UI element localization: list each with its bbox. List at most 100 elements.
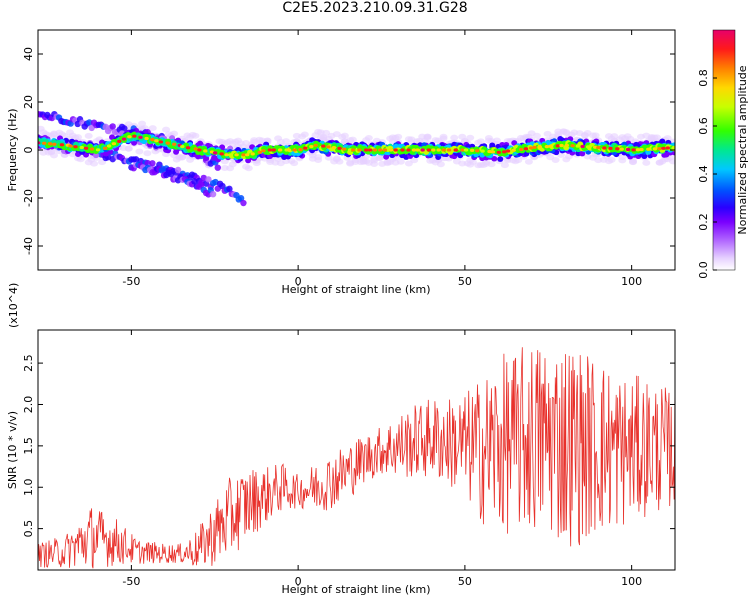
heatmap-cell <box>38 141 41 145</box>
heatmap-cell <box>514 157 523 164</box>
heatmap-cell <box>228 153 233 157</box>
heatmap-cell <box>511 140 518 146</box>
heatmap-cell <box>277 148 283 152</box>
snr-frame <box>37 329 676 571</box>
heatmap-cell <box>341 147 347 151</box>
heatmap-cell <box>135 148 144 155</box>
heatmap-cell <box>162 126 171 133</box>
snr-ticks: -50 0 50 100 0.5 1.0 1.5 2.0 2.5 <box>22 330 675 588</box>
heatmap-cell <box>89 147 95 151</box>
heatmap-cell <box>88 124 95 132</box>
y-tick-label: 20 <box>22 95 35 109</box>
heatmap-cell <box>109 123 116 130</box>
heatmap-cell <box>657 146 662 151</box>
heatmap-cell <box>127 135 132 139</box>
heatmap-cell <box>195 153 202 160</box>
heatmap-cell <box>551 157 560 164</box>
heatmap-cell <box>90 160 99 167</box>
heatmap-cell <box>469 148 475 152</box>
heatmap-cell <box>197 148 202 152</box>
heatmap-cell <box>468 158 477 165</box>
heatmap-cell <box>95 148 101 152</box>
heatmap-cell <box>394 133 403 140</box>
heatmap-cell <box>518 147 524 152</box>
heatmap-cell <box>491 155 498 162</box>
heatmap-cell <box>172 142 177 146</box>
heatmap-cell <box>240 199 247 207</box>
heatmap-cell <box>150 138 155 142</box>
heatmap-cell <box>466 134 475 141</box>
x-tick-label: -50 <box>122 575 140 588</box>
heatmap-cell <box>496 150 502 154</box>
colorbar: 0.0 0.2 0.4 0.6 0.8 Normalized spectral ampl… <box>697 29 749 279</box>
heatmap-cell <box>303 146 308 150</box>
heatmap-layer <box>38 110 675 207</box>
colorbar-tick-label: 0.0 <box>697 261 710 279</box>
heatmap-cell <box>431 148 436 152</box>
heatmap-cell <box>84 132 93 139</box>
heatmap-cell <box>661 146 666 150</box>
heatmap-cell <box>257 150 263 154</box>
heatmap-cell <box>559 143 564 148</box>
heatmap-cell <box>326 145 331 149</box>
heatmap-cell <box>646 147 651 151</box>
y-tick-label: 2.0 <box>22 396 35 414</box>
snr-series-line <box>38 347 675 569</box>
chart-title: C2E5.2023.210.09.31.G28 <box>282 0 468 16</box>
heatmap-cell <box>73 145 78 149</box>
heatmap-cell <box>382 148 388 152</box>
heatmap-cell <box>180 144 185 149</box>
heatmap-cell <box>364 135 373 142</box>
heatmap-cell <box>487 161 496 168</box>
heatmap-cell <box>625 147 631 152</box>
heatmap-cell <box>602 146 607 150</box>
heatmap-cell <box>396 158 405 165</box>
heatmap-cell <box>154 139 159 143</box>
heatmap-cell <box>665 146 670 150</box>
heatmap-cell <box>415 148 420 152</box>
heatmap-cell <box>111 142 117 146</box>
heatmap-cell <box>639 147 644 152</box>
heatmap-cell <box>564 143 570 147</box>
heatmap-cell <box>321 144 326 148</box>
heatmap-cell <box>436 161 445 168</box>
heatmap-cell <box>388 148 394 152</box>
heatmap-cell <box>290 160 299 167</box>
heatmap-cell <box>652 147 658 151</box>
x-tick-label: 100 <box>621 575 642 588</box>
heatmap-cell <box>635 148 641 152</box>
heatmap-cell <box>124 145 133 152</box>
heatmap-cell <box>404 160 413 167</box>
heatmap-cell <box>148 125 157 132</box>
heatmap-cell <box>608 146 613 150</box>
heatmap-cell <box>393 148 398 152</box>
heatmap-cell <box>420 148 425 152</box>
heatmap-cell <box>411 148 417 152</box>
heatmap-cell <box>102 146 108 150</box>
heatmap-cell <box>579 150 586 157</box>
heatmap-cell <box>669 158 675 165</box>
spectrogram-ticks: -50 0 50 100 -40 -20 0 20 40 <box>22 30 675 288</box>
heatmap-cell <box>245 153 250 157</box>
heatmap-cell <box>511 148 516 152</box>
heatmap-cell <box>79 145 84 150</box>
heatmap-cell <box>532 132 541 139</box>
colorbar-tick-label: 0.6 <box>697 117 710 135</box>
heatmap-cell <box>169 135 176 141</box>
heatmap-cell <box>224 153 229 157</box>
snr-layer <box>38 347 675 569</box>
heatmap-cell <box>357 148 362 152</box>
heatmap-cell <box>86 119 93 126</box>
heatmap-cell <box>314 154 323 161</box>
heatmap-cell <box>174 166 182 174</box>
heatmap-cell <box>618 153 627 160</box>
colorbar-tick-label: 0.4 <box>697 165 710 183</box>
colorbar-label: Normalized spectral amplitude <box>736 65 749 234</box>
heatmap-cell <box>93 152 100 159</box>
snr-x-axis-label: Height of straight line (km) <box>281 583 430 596</box>
heatmap-cell <box>555 144 561 148</box>
heatmap-cell <box>237 195 245 202</box>
heatmap-cell <box>524 158 533 165</box>
y-tick-label: 2.5 <box>22 354 35 372</box>
heatmap-cell <box>165 141 170 145</box>
